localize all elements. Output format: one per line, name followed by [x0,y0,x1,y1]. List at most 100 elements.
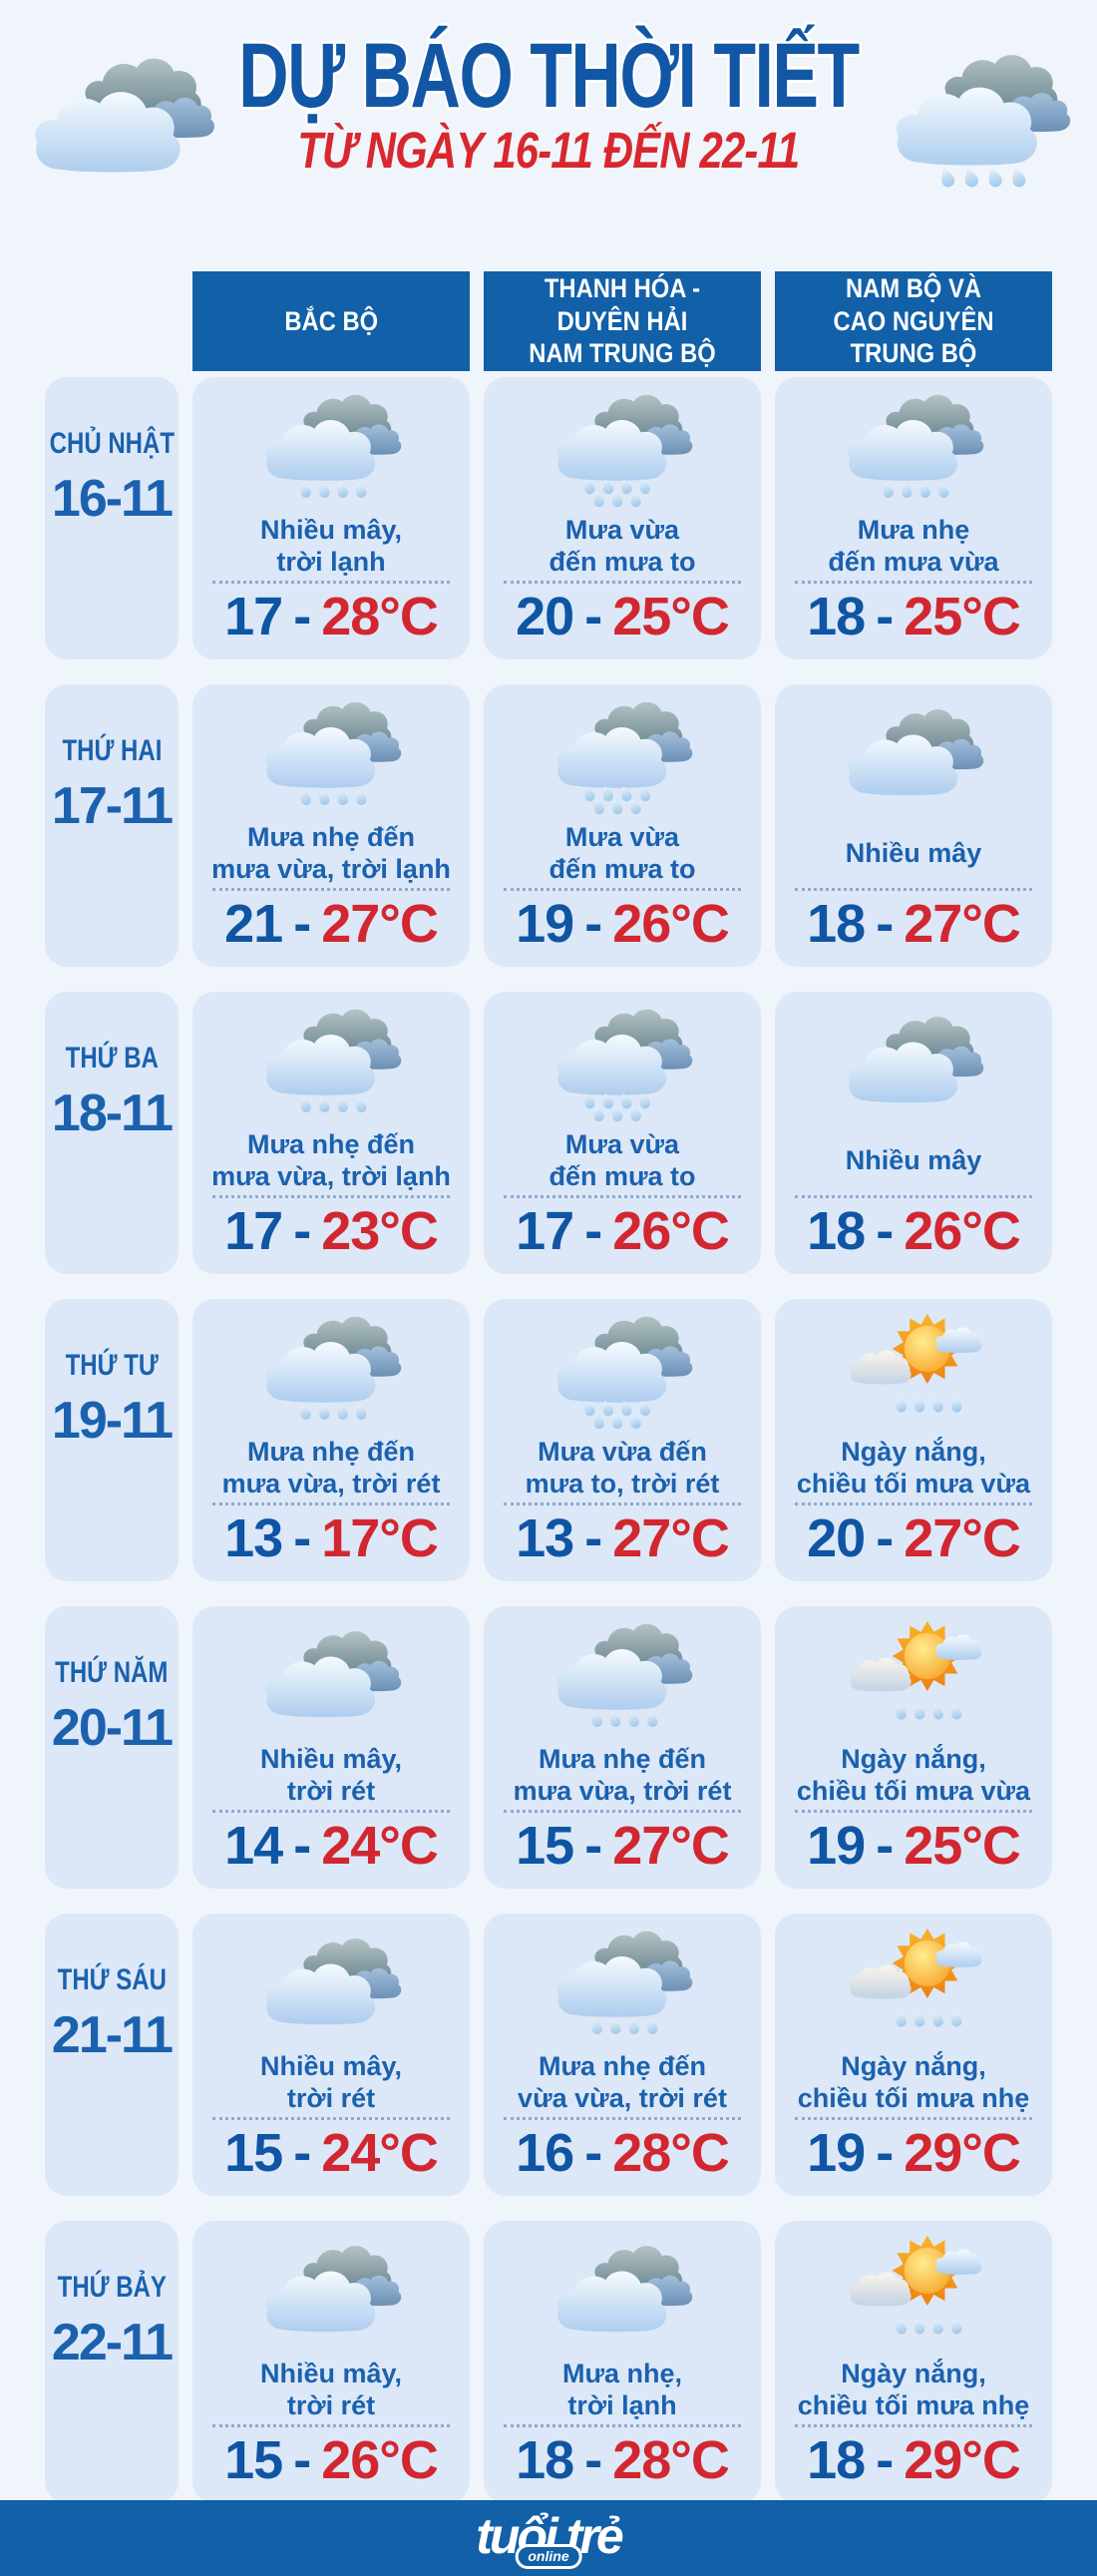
temp-max: 27 [321,893,380,954]
weather-description: Mưa vừa đến mưa to [548,515,696,577]
temp-max: 26 [612,1200,671,1261]
temperature-range: 17-28 °C [208,586,454,647]
temp-max: 25 [612,586,671,646]
dotted-divider [795,2116,1032,2120]
day-name: THỨ HAI [62,734,162,767]
weather-clouds-icon [791,1000,1036,1129]
temp-max: 28 [321,586,380,646]
temperature-range: 14-24 °C [208,1815,454,1877]
temp-separator: - [584,586,602,646]
weather-description: Nhiều mây, trời rét [259,2051,403,2113]
temp-max: 28 [612,2122,671,2183]
weather-rain-icon [791,385,1036,515]
temp-unit: °C [961,1507,1021,1568]
weather-description: Mưa nhẹ đến mưa vừa, trời lạnh [211,822,451,884]
forecast-board: BẮC BỘ THANH HÓA - DUYÊN HẢI NAM TRUNG B… [45,271,1052,2503]
temp-min: 20 [807,1507,866,1568]
temperature-range: 19-26 °C [500,893,745,955]
weather-sun-rain-icon [791,1307,1036,1437]
weather-rain-icon [500,692,745,822]
forecast-cell: Mưa nhẹ đến mưa vừa, trời lạnh 17-23 °C [192,992,470,1274]
temp-unit: °C [379,893,439,954]
day-name: THỨ SÁU [57,1963,167,1996]
dotted-divider [212,1194,450,1198]
temp-unit: °C [670,2122,730,2183]
weather-description: Mưa nhẹ đến vừa vừa, trời rét [518,2051,727,2113]
forecast-cell: Mưa nhẹ, trời lạnh 18-28 °C [484,2221,761,2503]
temp-unit: °C [961,586,1021,646]
temp-max: 17 [321,1507,380,1568]
dotted-divider [504,1809,741,1813]
weather-rain-icon [208,1000,454,1129]
temp-min: 19 [516,893,574,954]
temp-unit: °C [379,2429,439,2490]
day-date: 17-11 [51,777,174,835]
day-date: 20-11 [51,1699,174,1757]
forecast-row-20-11: THỨ NĂM 20-11 Nhiều mây, trời rét 14-24 °… [45,1606,1052,1889]
column-header-bac-bo: BẮC BỘ [192,271,470,371]
header-section: DỰ BÁO THỜI TIẾT TỪ NGÀY 16-11 ĐẾN 22-11 [0,0,1097,271]
column-header-row: BẮC BỘ THANH HÓA - DUYÊN HẢI NAM TRUNG B… [45,271,1052,371]
weather-rain-icon [500,1922,745,2051]
date-range-subtitle: TỪ NGÀY 16-11 ĐẾN 22-11 [297,122,800,179]
temp-min: 15 [224,2122,283,2183]
temp-unit: °C [670,1507,730,1568]
weather-description: Nhiều mây [845,1144,982,1175]
temp-min: 21 [224,893,283,954]
weather-description: Ngày nắng, chiều tối mưa nhẹ [797,2359,1030,2420]
temperature-range: 17-26 °C [500,1200,745,1262]
temperature-range: 15-27 °C [500,1815,745,1877]
header-cloud-left-icon [24,40,219,209]
dotted-divider [795,2423,1032,2427]
day-panel: THỨ BẢY 22-11 [45,2221,179,2503]
forecast-cell: Mưa vừa đến mưa to 19-26 °C [484,684,761,967]
temp-unit: °C [961,893,1021,954]
forecast-cell: Nhiều mây, trời rét 15-24 °C [192,1914,470,2196]
temperature-range: 18-25 °C [791,586,1036,647]
day-date: 19-11 [51,1392,174,1450]
temp-unit: °C [670,1200,730,1261]
weather-description: Ngày nắng, chiều tối mưa vừa [796,1744,1031,1806]
day-date: 16-11 [51,470,174,528]
temperature-range: 19-25 °C [791,1815,1036,1877]
temp-min: 17 [516,1200,574,1261]
temp-separator: - [876,2122,894,2183]
day-panel: THỨ BA 18-11 [45,992,179,1274]
temp-separator: - [584,2122,602,2183]
temp-min: 17 [224,1200,283,1261]
temperature-range: 17-23 °C [208,1200,454,1262]
weather-description: Nhiều mây, trời rét [259,2359,403,2420]
dotted-divider [504,2423,741,2427]
forecast-cell: Nhiều mây 18-26 °C [775,992,1052,1274]
temperature-range: 16-28 °C [500,2122,745,2184]
dotted-divider [795,580,1032,584]
weather-sun-rain-icon [791,1614,1036,1744]
forecast-cell: Mưa nhẹ đến vừa vừa, trời rét 16-28 °C [484,1914,761,2196]
footer-bar: tuổi trẻ online [0,2500,1097,2576]
temp-unit: °C [670,2429,730,2490]
dotted-divider [795,887,1032,891]
temp-separator: - [584,1507,602,1568]
temp-max: 29 [904,2429,962,2490]
temp-unit: °C [961,2122,1021,2183]
temp-separator: - [876,893,894,954]
column-header-label: THANH HÓA - DUYÊN HẢI NAM TRUNG BỘ [529,272,716,369]
dotted-divider [504,1502,741,1505]
temp-min: 18 [807,1200,866,1261]
weather-description: Mưa vừa đến mưa to [548,1129,696,1191]
weather-sun-rain-icon [791,1922,1036,2051]
forecast-cell: Nhiều mây, trời rét 14-24 °C [192,1606,470,1889]
weather-description: Mưa vừa đến mưa to, trời rét [525,1437,720,1499]
forecast-cell: Ngày nắng, chiều tối mưa vừa 19-25 °C [775,1606,1052,1889]
weather-clouds-icon [500,2229,745,2359]
temperature-range: 13-17 °C [208,1507,454,1569]
temp-min: 18 [807,893,866,954]
temp-max: 29 [904,2122,962,2183]
forecast-row-22-11: THỨ BẢY 22-11 Nhiều mây, trời rét 15-26 °… [45,2221,1052,2503]
dotted-divider [212,1502,450,1505]
temp-min: 18 [807,2429,866,2490]
weather-description: Mưa nhẹ đến mưa vừa, trời rét [513,1744,732,1806]
column-header-nam-bo: NAM BỘ VÀ CAO NGUYÊN TRUNG BỘ [775,271,1052,371]
temp-min: 17 [224,586,283,646]
temp-min: 18 [516,2429,574,2490]
